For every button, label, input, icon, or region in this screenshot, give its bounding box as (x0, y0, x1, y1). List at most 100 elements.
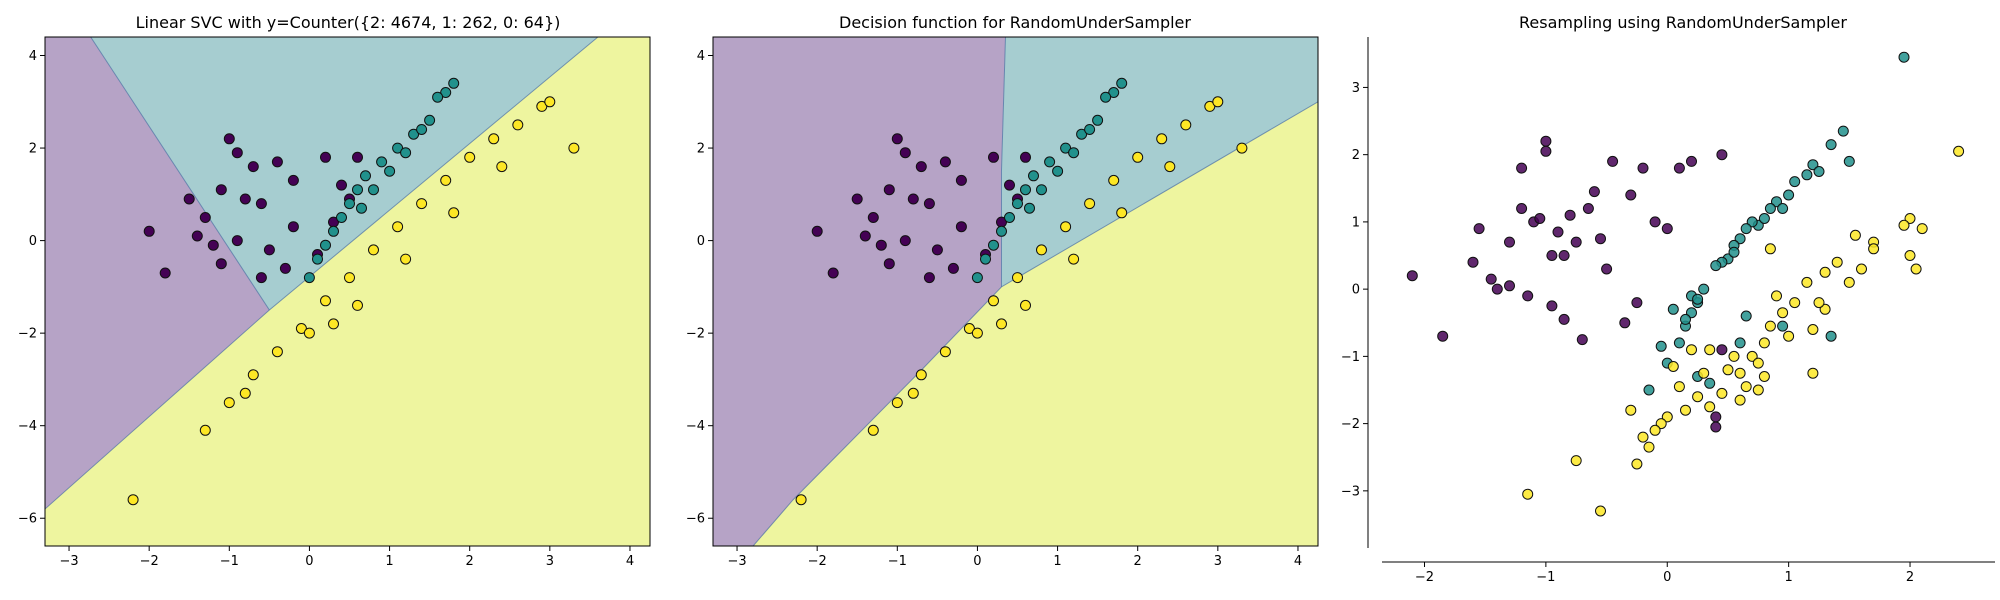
region-class-1 (90, 37, 598, 311)
point-class-2 (496, 161, 508, 173)
point-class-1 (1116, 77, 1128, 89)
y-tick-label: −1 (1341, 350, 1360, 365)
x-axis-ticks: −2 −1 0 1 2 (1415, 562, 1914, 585)
point-class-0 (1601, 263, 1613, 275)
point-class-0 (287, 221, 299, 233)
point-class-0 (1716, 149, 1728, 161)
point-class-0 (1406, 270, 1418, 282)
point-class-0 (1625, 189, 1637, 201)
point-class-0 (1673, 162, 1685, 174)
point-class-1 (1673, 337, 1685, 349)
point-class-0 (199, 212, 211, 223)
point-class-2 (488, 133, 500, 145)
y-tick-label: 2 (697, 142, 705, 157)
point-class-2 (448, 207, 460, 219)
point-class-2 (1661, 411, 1673, 423)
point-class-0 (279, 262, 291, 274)
point-class-0 (859, 230, 871, 242)
point-class-0 (883, 258, 895, 270)
point-class-1 (1740, 310, 1752, 322)
point-class-1 (1108, 87, 1120, 98)
point-class-0 (1004, 179, 1015, 191)
point-class-1 (980, 253, 991, 265)
point-class-0 (1710, 421, 1722, 433)
point-class-0 (1020, 151, 1031, 163)
point-class-2 (996, 318, 1007, 330)
point-class-0 (1588, 186, 1600, 198)
point-class-1 (1807, 159, 1819, 171)
point-class-1 (303, 272, 315, 284)
point-class-2 (1108, 174, 1120, 186)
point-class-0 (1504, 236, 1515, 248)
boundary-2 (45, 37, 599, 510)
point-class-1 (336, 212, 347, 223)
point-class-2 (1904, 250, 1916, 261)
y-tick-label: −2 (18, 327, 37, 342)
point-class-1 (356, 202, 367, 214)
point-class-2 (1236, 142, 1248, 154)
y-tick-label: 1 (1352, 215, 1360, 230)
point-class-0 (1631, 297, 1643, 309)
point-class-2 (1667, 361, 1679, 372)
point-class-2 (1164, 161, 1176, 173)
point-class-1 (368, 184, 379, 196)
y-tick-label: 0 (697, 234, 705, 249)
point-class-1 (1012, 198, 1023, 210)
region-class-0 (45, 37, 270, 509)
point-class-2 (1020, 299, 1031, 311)
point-class-2 (1655, 418, 1667, 430)
point-class-1 (1734, 233, 1746, 245)
point-class-1 (1777, 203, 1789, 214)
point-class-2 (440, 174, 452, 186)
y-tick-label: −2 (1341, 417, 1360, 432)
point-class-2 (1916, 223, 1928, 235)
point-class-1 (344, 198, 355, 210)
point-class-2 (907, 387, 919, 399)
plot-frame (44, 36, 651, 547)
point-class-1 (400, 147, 412, 159)
point-class-0 (1473, 223, 1485, 235)
point-class-1 (1024, 202, 1035, 214)
point-class-2 (1910, 263, 1922, 275)
point-class-2 (1777, 307, 1789, 319)
point-class-0 (207, 239, 219, 251)
point-class-0 (320, 151, 331, 163)
point-class-1 (1734, 337, 1746, 349)
point-class-0 (1546, 300, 1558, 312)
point-class-2 (1084, 198, 1096, 210)
point-class-1 (1789, 176, 1801, 188)
point-class-2 (1752, 357, 1764, 369)
y-axis-ticks: −6 −4 −2 0 2 4 (686, 49, 713, 527)
x-tick-label: −1 (220, 554, 239, 569)
point-class-1 (1777, 320, 1789, 332)
point-class-2 (915, 369, 927, 381)
x-tick-label: 1 (1785, 570, 1793, 585)
point-class-0 (183, 193, 195, 205)
point-class-2 (1698, 367, 1710, 379)
x-tick-label: 0 (1663, 570, 1671, 585)
point-class-2 (1849, 229, 1861, 241)
y-tick-label: −6 (686, 512, 705, 527)
point-class-0 (1516, 203, 1528, 214)
point-class-1 (1068, 147, 1080, 159)
point-class-0 (352, 151, 363, 163)
point-class-2 (247, 369, 259, 381)
x-tick-label: 1 (385, 554, 393, 569)
point-class-2 (223, 397, 235, 409)
x-tick-label: 3 (1214, 554, 1222, 569)
point-class-2 (416, 198, 428, 210)
point-class-2 (1746, 350, 1758, 362)
point-class-0 (336, 179, 347, 191)
point-class-1 (1898, 51, 1910, 63)
point-class-2 (1522, 488, 1534, 500)
point-class-1 (1728, 246, 1740, 258)
point-class-1 (1667, 303, 1679, 315)
point-class-1 (1100, 91, 1112, 103)
point-class-2 (1012, 272, 1023, 284)
point-class-2 (1704, 344, 1716, 356)
point-class-2 (1680, 404, 1691, 416)
point-class-0 (191, 230, 203, 242)
point-class-1 (1076, 128, 1088, 140)
point-class-0 (247, 161, 259, 173)
